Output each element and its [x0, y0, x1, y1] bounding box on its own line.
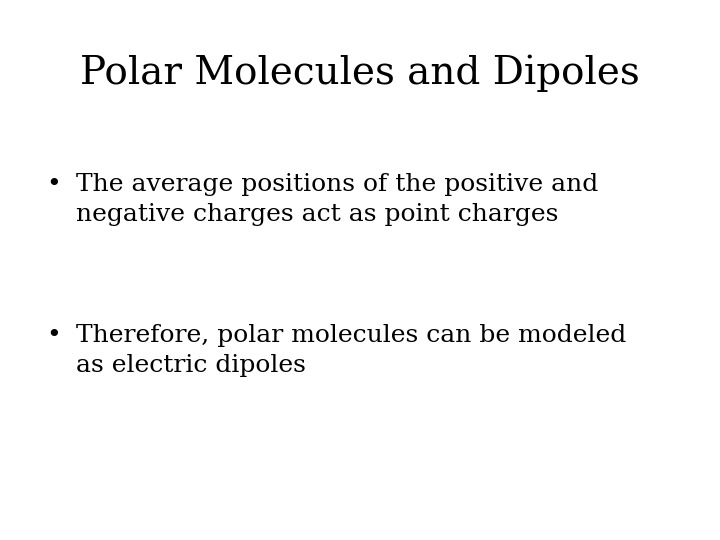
- Text: The average positions of the positive and
negative charges act as point charges: The average positions of the positive an…: [76, 173, 598, 226]
- Text: •: •: [47, 324, 61, 347]
- Text: •: •: [47, 173, 61, 196]
- Text: Polar Molecules and Dipoles: Polar Molecules and Dipoles: [80, 54, 640, 91]
- Text: Therefore, polar molecules can be modeled
as electric dipoles: Therefore, polar molecules can be modele…: [76, 324, 626, 377]
